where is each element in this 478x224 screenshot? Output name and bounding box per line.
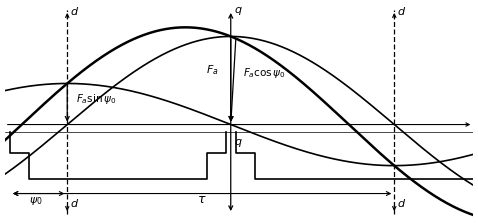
Text: $F_a\sin\psi_0$: $F_a\sin\psi_0$	[76, 92, 116, 106]
Text: $q$: $q$	[234, 5, 242, 17]
Text: $F_a$: $F_a$	[206, 63, 218, 77]
Text: $F_a\cos\psi_0$: $F_a\cos\psi_0$	[243, 66, 286, 80]
Text: $d$: $d$	[397, 197, 406, 209]
Text: $d$: $d$	[70, 5, 79, 17]
Text: $q$: $q$	[234, 137, 242, 149]
Text: $d$: $d$	[70, 197, 79, 209]
Text: $\tau$: $\tau$	[197, 193, 207, 206]
Text: $d$: $d$	[397, 5, 406, 17]
Text: $\psi_0$: $\psi_0$	[29, 195, 43, 207]
